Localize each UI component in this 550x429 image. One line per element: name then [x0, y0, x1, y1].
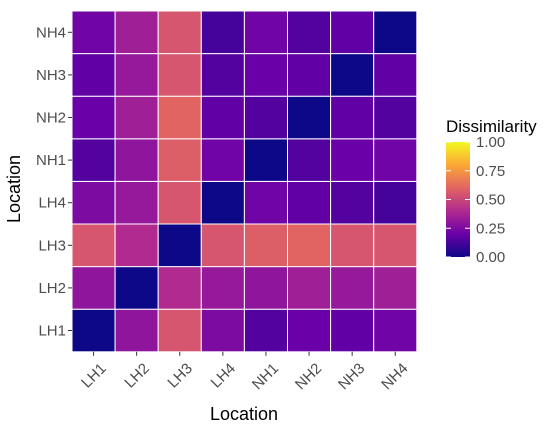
heatmap-cell [200, 180, 245, 225]
heatmap-cell [330, 266, 375, 310]
heatmap-cell [373, 308, 418, 353]
heatmap-cell [200, 10, 245, 55]
y-tick-labels: LH1 LH2 LH3 LH4 NH1 NH2 NH3 NH4 [36, 24, 72, 340]
heatmap-cell [243, 95, 288, 140]
heatmap-cell [287, 308, 332, 353]
legend-tick-label: 0.00 [476, 249, 505, 266]
heatmap-cell [287, 95, 332, 140]
heatmap-cell [330, 308, 375, 353]
heatmap-cell [243, 223, 288, 268]
heatmap-cell [200, 308, 245, 353]
heatmap-cell [373, 223, 418, 268]
heatmap-cell [243, 53, 288, 97]
heatmap-cell [243, 180, 288, 225]
legend-tick-label: 0.50 [476, 192, 505, 209]
heatmap-cell [287, 223, 332, 268]
x-axis-title: Location [210, 404, 278, 424]
heatmap-cells [71, 10, 418, 353]
heatmap-cell [71, 180, 116, 225]
legend-tick-label: 0.75 [476, 163, 505, 180]
heatmap-cell [200, 266, 245, 310]
heatmap-cell [71, 223, 116, 268]
y-tick-label: NH4 [36, 24, 66, 41]
y-tick-label: LH1 [38, 323, 66, 340]
heatmap-cell [373, 95, 418, 140]
heatmap-cell [71, 138, 116, 182]
heatmap-cell [373, 138, 418, 182]
x-tick-label: LH2 [121, 360, 152, 391]
x-tick-label: NH4 [378, 360, 411, 393]
heatmap-cell [71, 95, 116, 140]
heatmap-cell [330, 53, 375, 97]
heatmap-cell [157, 223, 202, 268]
heatmap-cell [157, 266, 202, 310]
heatmap-cell [243, 266, 288, 310]
heatmap-cell [373, 10, 418, 55]
legend-title: Dissimilarity [446, 117, 537, 136]
heatmap-cell [200, 53, 245, 97]
heatmap-cell [243, 10, 288, 55]
heatmap-cell [287, 266, 332, 310]
x-tick-label: NH2 [292, 360, 325, 393]
x-tick-label: LH1 [78, 360, 109, 391]
heatmap-cell [330, 223, 375, 268]
heatmap-cell [157, 138, 202, 182]
y-tick-label: LH4 [38, 195, 66, 212]
y-axis-title: Location [4, 155, 24, 223]
legend-tick-label: 1.00 [476, 134, 505, 151]
heatmap-cell [114, 95, 159, 140]
heatmap-cell [71, 308, 116, 353]
heatmap-cell [114, 180, 159, 225]
y-tick-label: NH2 [36, 110, 66, 127]
heatmap-cell [330, 180, 375, 225]
heatmap-cell [373, 180, 418, 225]
x-tick-label: LH4 [208, 360, 239, 391]
heatmap-cell [157, 53, 202, 97]
heatmap-cell [287, 10, 332, 55]
legend-tick-label: 0.25 [476, 220, 505, 237]
heatmap-cell [200, 138, 245, 182]
heatmap-cell [287, 180, 332, 225]
heatmap-cell [243, 138, 288, 182]
y-tick-label: NH1 [36, 152, 66, 169]
heatmap-cell [71, 53, 116, 97]
legend-ticks: 0.00 0.25 0.50 0.75 1.00 [446, 134, 505, 266]
heatmap-cell [114, 10, 159, 55]
heatmap-cell [157, 308, 202, 353]
heatmap-cell [114, 266, 159, 310]
x-tick-label: NH1 [249, 360, 282, 393]
x-tick-label: LH3 [164, 360, 195, 391]
heatmap-cell [373, 53, 418, 97]
heatmap-cell [200, 223, 245, 268]
heatmap-cell [243, 308, 288, 353]
heatmap-cell [200, 95, 245, 140]
heatmap-cell [287, 53, 332, 97]
heatmap-cell [157, 10, 202, 55]
heatmap-cell [157, 95, 202, 140]
heatmap-cell [114, 308, 159, 353]
heatmap-cell [71, 10, 116, 55]
y-tick-label: NH3 [36, 67, 66, 84]
x-tick-label: NH3 [335, 360, 368, 393]
y-tick-label: LH3 [38, 237, 66, 254]
heatmap-cell [287, 138, 332, 182]
heatmap-cell [330, 95, 375, 140]
heatmap-cell [114, 223, 159, 268]
heatmap-cell [330, 10, 375, 55]
heatmap-cell [114, 53, 159, 97]
heatmap-cell [157, 180, 202, 225]
y-tick-label: LH2 [38, 280, 66, 297]
x-tick-labels: LH1 LH2 LH3 LH4 NH1 NH2 NH3 NH4 [78, 351, 411, 393]
heatmap-cell [373, 266, 418, 310]
heatmap-cell [71, 266, 116, 310]
heatmap-cell [330, 138, 375, 182]
heatmap-cell [114, 138, 159, 182]
legend: Dissimilarity 0.00 0.25 0.50 0.75 1.00 [446, 117, 537, 266]
